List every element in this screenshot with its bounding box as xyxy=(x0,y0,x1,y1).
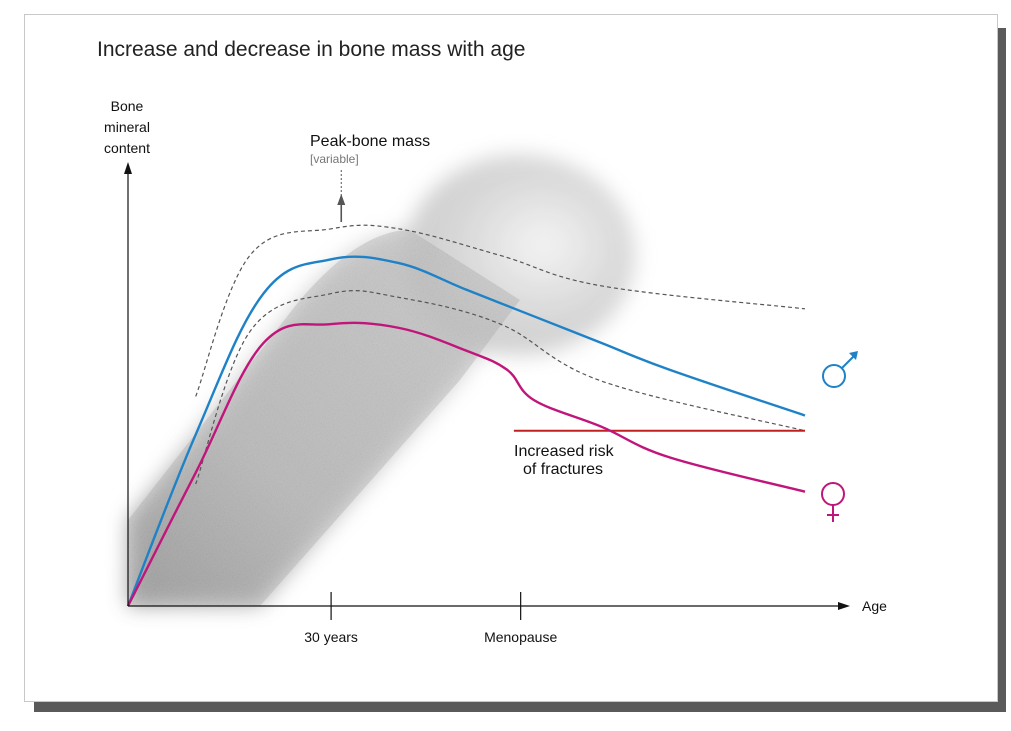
peak-annotation-label: Peak-bone mass xyxy=(310,133,430,150)
x-tick-label: 30 years xyxy=(304,629,358,645)
female-series-line xyxy=(126,321,806,607)
y-axis-label-line-2: mineral xyxy=(104,119,150,135)
peak-band-lower-line xyxy=(195,290,806,485)
x-axis-arrow-icon xyxy=(838,602,850,610)
x-axis-label: Age xyxy=(862,598,887,614)
plot-layer: Age 30 years Menopause Peak-bone mass [varia… xyxy=(124,133,887,645)
y-axis-label: Bone mineral content xyxy=(92,96,162,159)
male-symbol-icon xyxy=(822,364,846,388)
x-tick-label: Menopause xyxy=(484,629,557,645)
male-symbol-arrow-icon xyxy=(849,351,858,360)
y-axis-arrow-icon xyxy=(124,162,132,174)
female-symbol-icon xyxy=(821,482,845,506)
bone-illustration xyxy=(128,155,635,606)
peak-arrow-icon xyxy=(337,194,346,205)
fracture-risk-label-line-2: of fractures xyxy=(523,461,603,478)
y-axis-label-line-3: content xyxy=(104,140,150,156)
fracture-risk-label-line-1: Increased risk xyxy=(514,443,615,460)
male-symbol-arrow-shaft xyxy=(841,354,856,369)
chart-title: Increase and decrease in bone mass with … xyxy=(97,38,526,61)
peak-annotation-sublabel: [variable] xyxy=(310,152,359,166)
y-axis-label-line-1: Bone xyxy=(110,98,144,114)
male-series-line xyxy=(126,255,806,607)
